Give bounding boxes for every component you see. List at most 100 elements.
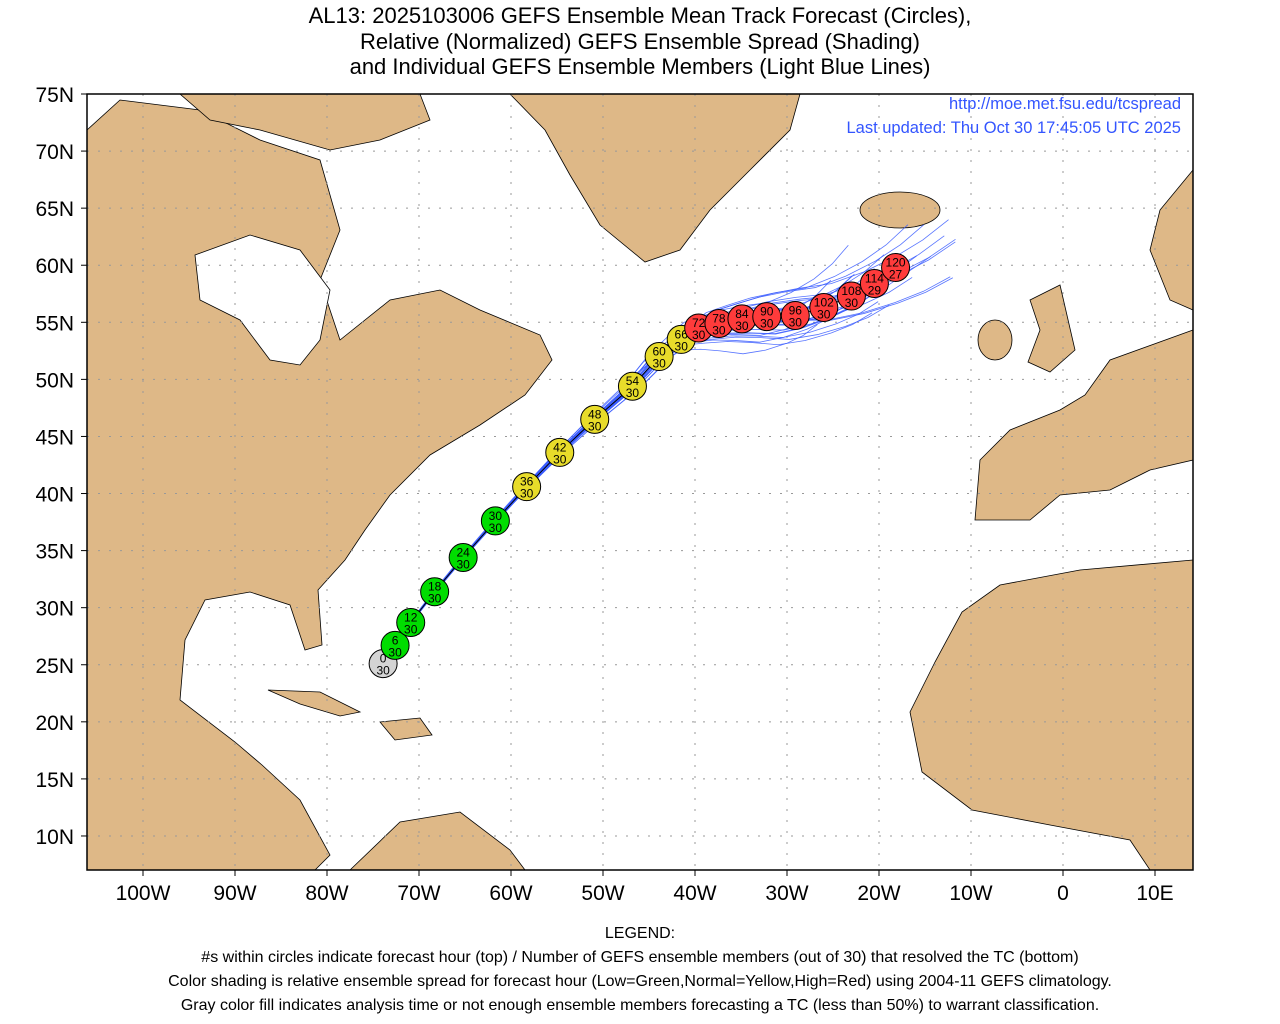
chart-title: AL13: 2025103006 GEFS Ensemble Mean Trac… <box>0 3 1280 80</box>
lat-tick-label: 50N <box>35 369 74 392</box>
forecast-hour: 0 <box>380 652 387 666</box>
track-circle <box>420 577 450 607</box>
forecast-hour: 18 <box>428 580 442 594</box>
member-count: 30 <box>428 592 442 606</box>
legend-line-2: Color shading is relative ensemble sprea… <box>168 973 1112 990</box>
track-circle <box>512 472 542 502</box>
lon-tick-label: 0 <box>1057 882 1069 905</box>
forecast-hour: 84 <box>735 307 749 321</box>
forecast-hour: 78 <box>712 311 726 325</box>
track-circle <box>448 542 478 572</box>
great-britain <box>1027 284 1076 373</box>
forecast-hour: 114 <box>865 271 884 285</box>
iceland <box>859 191 941 229</box>
lat-tick-label: 25N <box>35 655 74 678</box>
track-circle <box>859 268 889 298</box>
arctic-islands <box>178 93 431 151</box>
lat-tick-label: 60N <box>35 255 74 278</box>
lat-tick-label: 75N <box>35 84 74 107</box>
member-count: 30 <box>520 487 534 501</box>
title-line-2: Relative (Normalized) GEFS Ensemble Spre… <box>359 28 920 54</box>
member-count: 30 <box>760 317 774 331</box>
track-circle <box>809 292 839 322</box>
lat-tick-label: 10N <box>35 826 74 849</box>
hispaniola <box>379 717 433 741</box>
track-circle <box>545 437 575 467</box>
lon-tick-label: 10E <box>1136 882 1173 905</box>
lon-tick-label: 100W <box>116 882 171 905</box>
lat-tick-label: 20N <box>35 712 74 735</box>
member-count: 30 <box>456 557 470 571</box>
member-count: 30 <box>692 328 706 342</box>
track-circle <box>752 302 782 332</box>
axis-ticks: 75N 70N 65N 60N 55N 50N 45N 40N 35N 30N 25N 20N 15N 1… <box>35 84 1173 905</box>
cuba <box>267 689 362 717</box>
legend-heading: LEGEND: <box>604 925 676 942</box>
member-count: 29 <box>868 283 882 297</box>
lat-tick-label: 45N <box>35 426 74 449</box>
hudson-bay <box>194 234 331 366</box>
land <box>86 93 1194 871</box>
greenland <box>509 93 801 263</box>
lat-tick-label: 40N <box>35 484 74 507</box>
member-count: 30 <box>652 357 666 371</box>
member-count: 30 <box>845 296 859 310</box>
forecast-hour: 12 <box>404 611 418 625</box>
credit-url[interactable]: http://moe.met.fsu.edu/tcspread <box>948 95 1181 113</box>
member-count: 30 <box>712 323 726 337</box>
track-point: 630 <box>380 630 410 660</box>
forecast-hour: 72 <box>692 316 706 330</box>
forecast-hour: 96 <box>789 303 803 317</box>
member-count: 30 <box>404 623 418 637</box>
track-circle <box>380 630 410 660</box>
member-count: 30 <box>789 315 803 329</box>
track-circle <box>644 342 674 372</box>
member-count: 27 <box>889 268 903 282</box>
track-circle <box>780 300 810 330</box>
track-circle <box>580 404 610 434</box>
ireland <box>977 319 1013 361</box>
track-circle <box>480 506 510 536</box>
title-line-1: AL13: 2025103006 GEFS Ensemble Mean Trac… <box>308 3 972 28</box>
member-count: 30 <box>489 521 503 535</box>
member-count: 30 <box>588 419 602 433</box>
member-count: 30 <box>553 452 567 466</box>
lon-tick-label: 80W <box>305 882 348 905</box>
forecast-hour: 36 <box>520 475 534 489</box>
legend-line-1: #s within circles indicate forecast hour… <box>201 949 1079 966</box>
member-count: 30 <box>376 664 390 678</box>
legend: LEGEND: #s within circles indicate forec… <box>0 922 1280 1018</box>
forecast-hour: 102 <box>814 295 834 309</box>
forecast-hour: 48 <box>588 407 602 421</box>
member-count: 30 <box>817 307 831 321</box>
track-circle <box>881 253 911 283</box>
forecast-hour: 6 <box>392 633 399 647</box>
lat-tick-label: 15N <box>35 769 74 792</box>
title-line-3: and Individual GEFS Ensemble Members (Li… <box>349 54 931 79</box>
track-circle <box>617 371 647 401</box>
lat-tick-label: 35N <box>35 541 74 564</box>
lon-tick-label: 60W <box>489 882 532 905</box>
forecast-hour: 90 <box>760 305 774 319</box>
forecast-hour: 120 <box>886 256 906 270</box>
lon-tick-label: 50W <box>581 882 624 905</box>
lat-tick-label: 55N <box>35 312 74 335</box>
map-frame <box>86 93 1194 871</box>
lat-tick-label: 30N <box>35 598 74 621</box>
member-count: 30 <box>675 339 689 353</box>
lon-tick-label: 70W <box>397 882 440 905</box>
forecast-hour: 108 <box>841 284 861 298</box>
member-count: 30 <box>735 319 749 333</box>
legend-line-3: Gray color fill indicates analysis time … <box>180 997 1100 1014</box>
